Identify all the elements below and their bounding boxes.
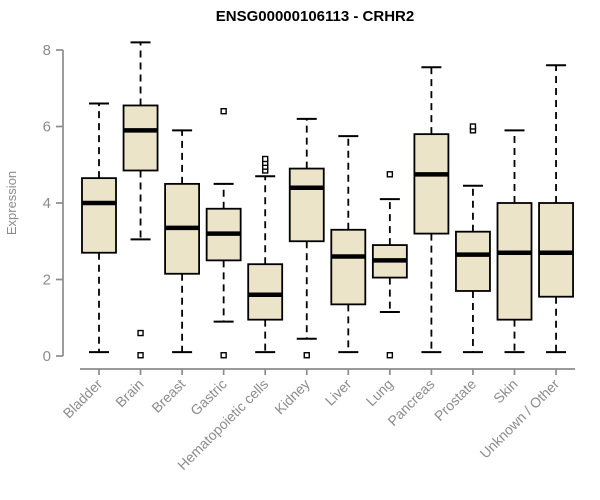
outlier-point	[386, 171, 394, 178]
iqr-box	[413, 133, 450, 235]
outlier-point	[262, 155, 269, 163]
box-brain	[122, 41, 159, 359]
y-axis	[56, 49, 64, 357]
box-pancreas	[413, 66, 450, 354]
iqr-box	[330, 228, 367, 306]
box-breast	[164, 129, 201, 354]
outlier-point	[137, 352, 144, 359]
iqr-box	[81, 177, 117, 254]
outlier-point	[386, 352, 394, 359]
iqr-box	[247, 263, 284, 321]
iqr-box	[122, 104, 159, 172]
x-tick-label-liver: Liver	[322, 376, 355, 409]
outlier-point	[137, 329, 144, 337]
x-tick-label-prostate: Prostate	[431, 376, 479, 424]
box-prostate	[455, 123, 491, 354]
x-tick-label-lung: Lung	[363, 376, 396, 409]
outlier-point	[220, 352, 227, 359]
x-tick-label-breast: Breast	[148, 376, 188, 416]
y-axis-title: Expression	[4, 171, 19, 235]
x-tick-label-kidney: Kidney	[271, 376, 313, 418]
y-tick-labels: 0 2 4 6 8	[43, 42, 51, 365]
x-tick-label-unknown-other: Unknown / Other	[477, 376, 563, 462]
y-tick-label: 4	[43, 195, 51, 212]
box-lung	[371, 171, 408, 359]
iqr-box	[455, 230, 491, 292]
x-tick-label-brain: Brain	[112, 376, 146, 410]
box-kidney	[288, 117, 325, 359]
iqr-box	[496, 202, 533, 321]
box-hematopoietic-cells	[247, 155, 284, 354]
y-tick-label: 6	[43, 119, 51, 136]
iqr-box	[288, 167, 325, 243]
x-tick-label-bladder: Bladder	[60, 376, 106, 422]
box-bladder	[81, 102, 117, 354]
outlier-point	[303, 352, 310, 359]
chart-title: ENSG00000106113 - CRHR2	[215, 8, 415, 25]
y-tick-label: 8	[43, 42, 51, 59]
box-liver	[330, 135, 367, 354]
iqr-box	[538, 202, 574, 298]
box-gastric	[205, 107, 242, 359]
y-tick-label: 0	[43, 348, 51, 365]
box-skin	[496, 129, 533, 354]
y-tick-label: 2	[43, 272, 51, 289]
box-unknown-other	[538, 64, 574, 354]
outlier-point	[469, 123, 477, 130]
outlier-point	[220, 107, 227, 115]
x-tick-label-skin: Skin	[490, 376, 521, 407]
